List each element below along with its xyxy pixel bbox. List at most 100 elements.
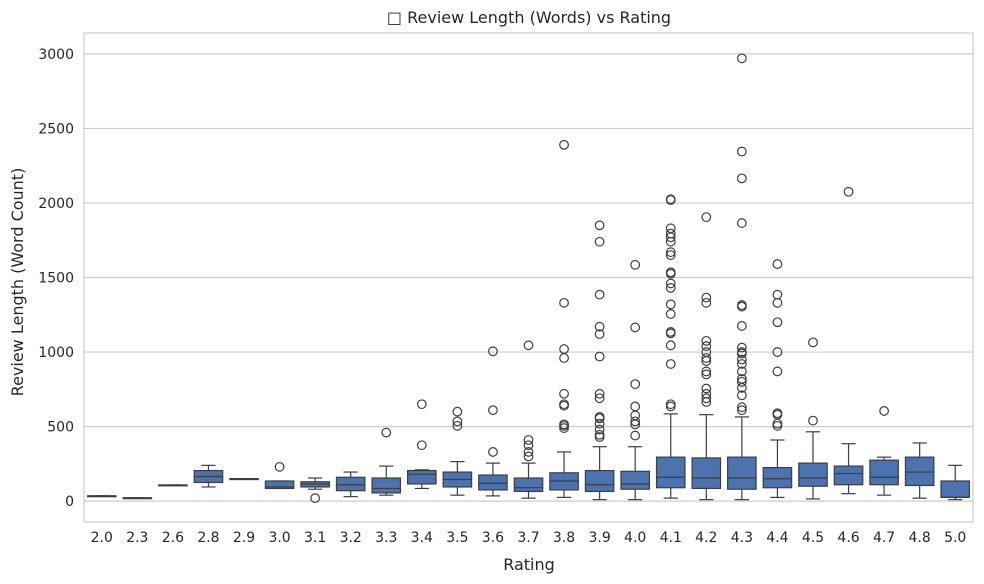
box-3.2	[335, 471, 366, 498]
outlier-point	[630, 322, 641, 333]
outlier-point	[452, 420, 463, 431]
box-iqr	[371, 477, 402, 494]
y-tick-3000: 3000	[38, 47, 74, 63]
x-tick-3.6: 3.6	[482, 530, 504, 546]
box-4.0	[620, 259, 651, 501]
outlier-point	[630, 379, 641, 389]
x-tick-4.4: 4.4	[766, 530, 788, 546]
box-2.6	[158, 484, 188, 487]
box-iqr	[620, 470, 651, 490]
x-tick-3.7: 3.7	[517, 530, 539, 546]
outlier-point	[559, 297, 569, 308]
outlier-point	[701, 297, 712, 308]
outlier-point	[594, 329, 605, 340]
plot-frame	[83, 32, 974, 523]
outlier-point	[701, 366, 712, 377]
box-3.4	[406, 399, 437, 490]
outlier-point	[665, 340, 676, 351]
y-tick-500: 500	[47, 420, 74, 436]
outlier-point	[594, 418, 605, 429]
x-tick-labels: 2.0 2.3 2.6 2.8 2.9 3.0 3.1 3.2 3.3 3.4 3.5 3.6 3.7 3…	[91, 530, 967, 546]
x-axis-label: Rating	[503, 555, 555, 574]
box-4.3	[727, 53, 757, 501]
x-tick-4.1: 4.1	[660, 530, 682, 546]
outlier-point	[665, 223, 676, 234]
outlier-point	[665, 309, 676, 319]
box-2.8	[193, 464, 224, 488]
outlier-point	[665, 250, 676, 261]
outlier-point	[594, 393, 605, 404]
x-tick-3.1: 3.1	[304, 530, 326, 546]
box-3.6	[478, 346, 508, 497]
box-iqr	[727, 456, 757, 490]
x-tick-3.3: 3.3	[375, 530, 397, 546]
y-axis-label: Review Length (Word Count)	[8, 168, 27, 397]
outlier-point	[736, 405, 747, 416]
outlier-point	[665, 283, 676, 293]
outlier-point	[559, 419, 569, 430]
outlier-point	[736, 402, 747, 413]
outlier-point	[701, 383, 712, 394]
outlier-point	[701, 369, 712, 380]
box-4.7	[869, 406, 899, 496]
box-5.0	[940, 464, 971, 501]
outlier-point	[559, 139, 569, 150]
x-tick-2.8: 2.8	[197, 530, 219, 546]
outlier-point	[488, 405, 498, 416]
box-2.0	[86, 495, 117, 498]
outlier-point	[701, 393, 712, 404]
y-tick-0: 0	[65, 494, 74, 510]
box-iqr	[762, 466, 793, 489]
box-iqr	[940, 480, 971, 499]
box-3.3	[371, 427, 402, 496]
box-3.7	[513, 340, 544, 499]
outlier-point	[381, 427, 392, 438]
outlier-point	[736, 354, 747, 365]
outlier-point	[879, 406, 889, 416]
y-tick-2000: 2000	[38, 196, 74, 212]
outlier-point	[772, 259, 783, 269]
outlier-point	[736, 342, 747, 353]
outlier-point	[665, 327, 676, 337]
x-tick-2.9: 2.9	[233, 530, 255, 546]
x-tick-2.0: 2.0	[91, 530, 113, 546]
outlier-point	[488, 447, 498, 457]
boxes-layer	[86, 53, 971, 504]
outlier-point	[630, 401, 641, 412]
box-3.8	[549, 139, 579, 499]
box-iqr	[869, 459, 899, 486]
x-tick-2.3: 2.3	[126, 530, 148, 546]
box-2.9	[229, 478, 259, 481]
outlier-point	[665, 267, 676, 278]
outlier-point	[416, 440, 427, 451]
outlier-point	[736, 376, 747, 387]
x-tick-4.3: 4.3	[731, 530, 753, 546]
outlier-point	[665, 359, 676, 369]
outlier-point	[594, 351, 605, 362]
x-tick-4.8: 4.8	[909, 530, 931, 546]
outlier-point	[452, 406, 463, 417]
outlier-point	[310, 493, 321, 504]
box-iqr	[584, 469, 615, 493]
box-iqr	[513, 477, 544, 493]
outlier-point	[630, 259, 641, 270]
outlier-point	[772, 317, 783, 328]
x-tick-3.8: 3.8	[553, 530, 575, 546]
outlier-point	[630, 416, 641, 427]
box-iqr	[264, 480, 295, 490]
box-3.9	[584, 220, 615, 501]
outlier-point	[416, 399, 427, 410]
box-3.1	[300, 477, 330, 504]
outlier-point	[559, 399, 569, 410]
x-tick-3.9: 3.9	[588, 530, 610, 546]
outlier-point	[452, 416, 463, 427]
x-tick-3.2: 3.2	[340, 530, 362, 546]
box-iqr	[798, 462, 828, 487]
outlier-point	[736, 347, 747, 357]
outlier-point	[772, 366, 783, 377]
outlier-point	[594, 236, 605, 247]
y-tick-1000: 1000	[38, 345, 74, 361]
outlier-point	[772, 347, 783, 357]
box-iqr	[833, 465, 864, 486]
